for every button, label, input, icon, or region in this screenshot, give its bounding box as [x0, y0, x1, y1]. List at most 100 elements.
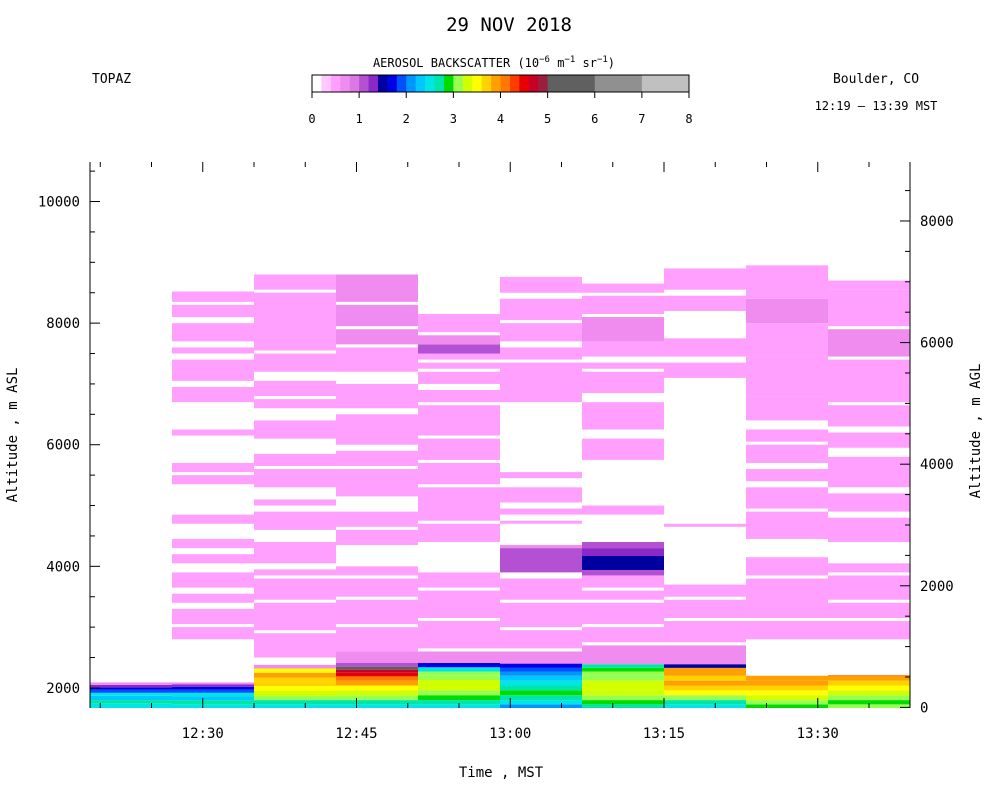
backscatter-cell	[254, 469, 336, 488]
backscatter-cell	[582, 667, 664, 672]
backscatter-cell	[746, 469, 828, 482]
y-tick-label-right-2: 4000	[920, 457, 954, 473]
backscatter-cell	[500, 630, 582, 649]
colorbar-swatch-7	[377, 75, 388, 92]
backscatter-cell	[828, 456, 910, 488]
backscatter-cell	[828, 676, 910, 681]
profile-7	[664, 268, 746, 708]
backscatter-cell	[582, 627, 664, 643]
backscatter-cell	[254, 569, 336, 576]
backscatter-cell	[418, 700, 500, 705]
backscatter-cell	[500, 545, 582, 549]
backscatter-cell	[746, 444, 828, 463]
backscatter-cell	[582, 402, 664, 430]
colorbar-swatch-11	[415, 75, 426, 92]
y-axis-title-right: Altitude , m AGL	[968, 364, 984, 499]
backscatter-cell	[500, 671, 582, 676]
colorbar-swatch-27	[641, 75, 690, 92]
backscatter-cell	[418, 390, 500, 403]
backscatter-cell	[500, 276, 582, 281]
y-tick-label-left-1: 4000	[46, 559, 80, 575]
backscatter-cell	[582, 690, 664, 696]
backscatter-cell	[582, 505, 664, 515]
backscatter-cell	[746, 396, 828, 421]
backscatter-cell	[500, 323, 582, 342]
backscatter-cell	[664, 704, 746, 708]
colorbar-tick-label-2: 2	[403, 112, 410, 126]
backscatter-cell	[582, 575, 664, 588]
backscatter-cell	[90, 684, 172, 688]
profile-5	[500, 276, 582, 708]
backscatter-cell	[664, 685, 746, 691]
backscatter-cell	[172, 554, 254, 564]
profile-9	[828, 280, 910, 708]
backscatter-cell	[418, 695, 500, 701]
backscatter-cell	[500, 602, 582, 628]
backscatter-cell	[582, 362, 664, 369]
backscatter-cell	[254, 542, 336, 564]
backscatter-cell	[336, 414, 418, 445]
backscatter-cell	[418, 438, 500, 460]
y-tick-label-left-0: 2000	[46, 681, 80, 697]
backscatter-cell	[418, 685, 500, 691]
backscatter-cell	[582, 542, 664, 549]
backscatter-cell	[254, 704, 336, 708]
y-tick-label-right-4: 8000	[920, 214, 954, 230]
backscatter-cell	[172, 700, 254, 705]
colorbar-tick-label-6: 6	[591, 112, 598, 126]
colorbar-tick-label-7: 7	[638, 112, 645, 126]
backscatter-cell	[336, 669, 418, 673]
backscatter-cell	[582, 602, 664, 625]
backscatter-cell	[664, 599, 746, 619]
backscatter-cell	[90, 703, 172, 708]
backscatter-cell	[336, 329, 418, 345]
backscatter-cell	[418, 663, 500, 668]
backscatter-cell	[172, 359, 254, 381]
backscatter-cell	[336, 347, 418, 372]
backscatter-cell	[828, 405, 910, 427]
backscatter-cell	[664, 680, 746, 686]
backscatter-cell	[254, 686, 336, 691]
backscatter-cell	[254, 578, 336, 600]
y-tick-label-right-1: 2000	[920, 579, 954, 595]
backscatter-cell	[746, 695, 828, 701]
backscatter-cell	[828, 621, 910, 640]
backscatter-cell	[172, 323, 254, 342]
backscatter-cell	[500, 362, 582, 403]
backscatter-cell	[254, 681, 336, 687]
backscatter-cell	[336, 663, 418, 667]
colorbar-swatch-9	[396, 75, 407, 92]
colorbar-swatch-22	[519, 75, 530, 92]
backscatter-cell	[254, 274, 336, 290]
backscatter-cell	[418, 487, 500, 521]
backscatter-cell	[336, 680, 418, 686]
time-range-label: 12:19 – 13:39 MST	[815, 99, 938, 113]
backscatter-cell	[172, 538, 254, 549]
y-tick-label-left-2: 6000	[46, 438, 80, 454]
backscatter-cell	[500, 704, 582, 708]
backscatter-cell	[336, 685, 418, 691]
backscatter-cell	[336, 566, 418, 576]
colorbar-tick-label-5: 5	[544, 112, 551, 126]
y-tick-label-right-3: 6000	[920, 336, 954, 352]
backscatter-cell	[254, 399, 336, 409]
backscatter-cell	[582, 680, 664, 686]
backscatter-cell	[90, 695, 172, 701]
plot-area	[90, 265, 910, 708]
backscatter-cell	[828, 493, 910, 512]
backscatter-cell	[254, 499, 336, 506]
backscatter-cell	[582, 671, 664, 676]
backscatter-cell	[90, 700, 172, 704]
backscatter-cell	[254, 677, 336, 682]
backscatter-cell	[582, 341, 664, 357]
backscatter-cell	[664, 338, 746, 357]
backscatter-cell	[828, 602, 910, 619]
colorbar-tick-label-0: 0	[308, 112, 315, 126]
backscatter-cell	[664, 675, 746, 681]
backscatter-cell	[664, 645, 746, 665]
backscatter-cell	[336, 690, 418, 696]
backscatter-cell	[254, 453, 336, 467]
profile-2	[254, 274, 336, 708]
colorbar-swatch-21	[509, 75, 520, 92]
backscatter-cell	[336, 672, 418, 677]
